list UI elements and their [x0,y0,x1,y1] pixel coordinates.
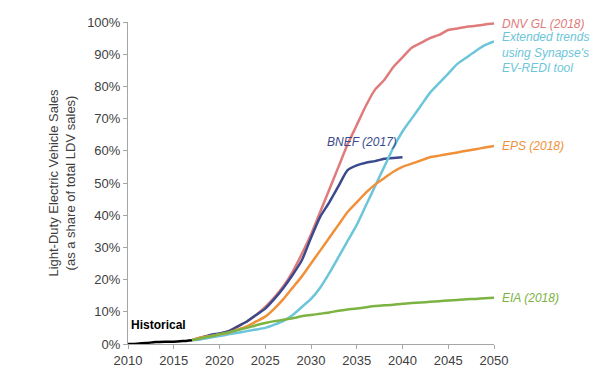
svg-text:2030: 2030 [297,353,326,368]
svg-text:DNV GL (2018): DNV GL (2018) [502,17,584,31]
svg-text:2025: 2025 [251,353,280,368]
svg-text:2015: 2015 [159,353,188,368]
svg-text:2040: 2040 [388,353,417,368]
svg-text:EPS (2018): EPS (2018) [502,139,564,153]
svg-text:20%: 20% [94,272,120,287]
svg-text:2035: 2035 [342,353,371,368]
svg-text:2010: 2010 [114,353,143,368]
svg-text:60%: 60% [94,143,120,158]
svg-text:10%: 10% [94,304,120,319]
svg-text:70%: 70% [94,111,120,126]
svg-text:50%: 50% [94,176,120,191]
svg-text:80%: 80% [94,79,120,94]
svg-text:2050: 2050 [480,353,509,368]
svg-text:2045: 2045 [434,353,463,368]
svg-text:30%: 30% [94,240,120,255]
svg-text:EIA (2018): EIA (2018) [502,291,559,305]
svg-text:Historical: Historical [131,318,186,332]
svg-text:BNEF (2017): BNEF (2017) [327,135,397,149]
svg-text:Light-Duty Electric Vehicle Sa: Light-Duty Electric Vehicle Sales(as a s… [46,89,78,277]
svg-text:90%: 90% [94,47,120,62]
svg-text:2020: 2020 [205,353,234,368]
svg-text:Extended trendsusing Synapse's: Extended trendsusing Synapse'sEV-REDI to… [502,30,589,75]
svg-text:100%: 100% [87,15,121,30]
svg-text:40%: 40% [94,208,120,223]
svg-text:0%: 0% [102,337,121,352]
